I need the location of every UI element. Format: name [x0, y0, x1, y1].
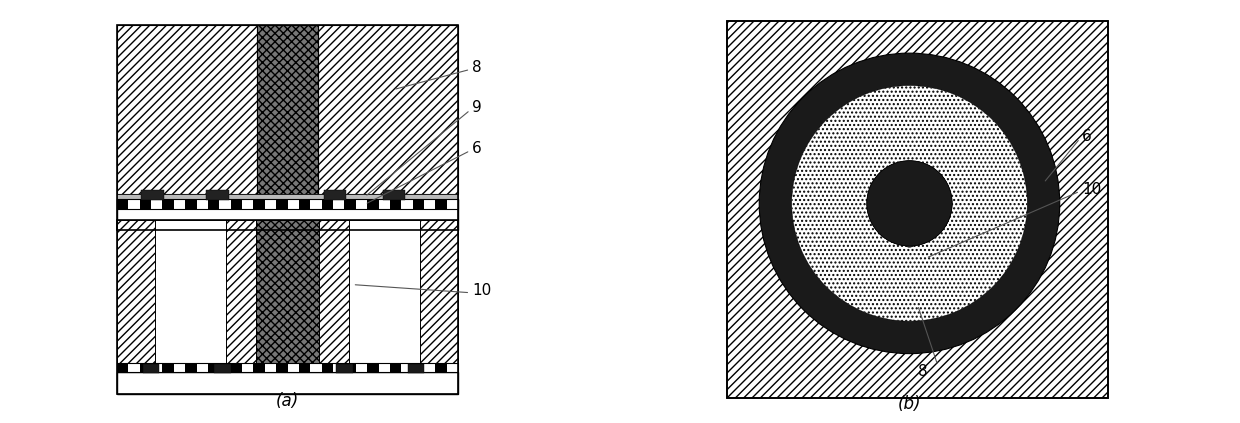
Bar [162, 363, 174, 372]
Bar [208, 363, 219, 372]
Bar [389, 199, 402, 209]
Wedge shape [791, 85, 1027, 321]
Bar [345, 199, 356, 209]
Bar [299, 363, 310, 372]
Bar [319, 220, 348, 363]
Bar [117, 363, 458, 372]
Bar [185, 363, 197, 372]
Bar [162, 199, 174, 209]
Bar [117, 199, 129, 209]
Bar [321, 199, 334, 209]
Bar [140, 363, 151, 372]
Circle shape [867, 161, 952, 246]
Bar [253, 363, 265, 372]
Bar [185, 199, 197, 209]
Bar [413, 199, 424, 209]
Bar [117, 199, 458, 230]
Bar [317, 25, 458, 195]
Bar [231, 363, 242, 372]
Bar [324, 190, 346, 200]
Bar [257, 25, 317, 195]
Bar [435, 363, 446, 372]
Bar [277, 199, 288, 209]
Bar [321, 363, 334, 372]
Text: 6: 6 [1083, 129, 1091, 144]
Text: 9: 9 [472, 100, 482, 115]
Bar [215, 364, 231, 373]
Bar [348, 220, 420, 363]
Bar [117, 195, 458, 199]
Bar [367, 363, 378, 372]
Circle shape [759, 53, 1060, 354]
Text: 8: 8 [918, 364, 928, 379]
Bar [255, 220, 319, 363]
Bar [141, 190, 164, 200]
Bar [227, 220, 255, 363]
Bar [208, 199, 219, 209]
Text: 8: 8 [472, 60, 482, 75]
Text: 10: 10 [472, 283, 491, 298]
Bar [117, 363, 129, 372]
Bar [383, 190, 405, 200]
Bar [117, 199, 458, 209]
Bar [206, 190, 228, 200]
Bar [413, 363, 424, 372]
Bar [117, 25, 257, 195]
Bar [143, 364, 159, 373]
Text: 10: 10 [1083, 181, 1101, 197]
Bar [389, 363, 402, 372]
Bar [367, 199, 378, 209]
Ellipse shape [898, 211, 920, 247]
Text: (a): (a) [277, 393, 299, 410]
Bar [117, 25, 458, 230]
Bar [435, 199, 446, 209]
Text: 6: 6 [472, 141, 482, 156]
Bar [336, 364, 352, 373]
Bar [277, 363, 288, 372]
Bar [345, 363, 356, 372]
Bar [420, 220, 458, 363]
Bar [253, 199, 265, 209]
Bar [155, 220, 227, 363]
Bar [231, 199, 242, 209]
Circle shape [867, 161, 952, 246]
Text: (b): (b) [898, 395, 921, 412]
Bar [117, 372, 458, 394]
Bar [117, 220, 458, 394]
Bar [299, 199, 310, 209]
Circle shape [791, 85, 1027, 321]
Bar [140, 199, 151, 209]
Bar [408, 364, 424, 373]
Bar [117, 220, 155, 363]
